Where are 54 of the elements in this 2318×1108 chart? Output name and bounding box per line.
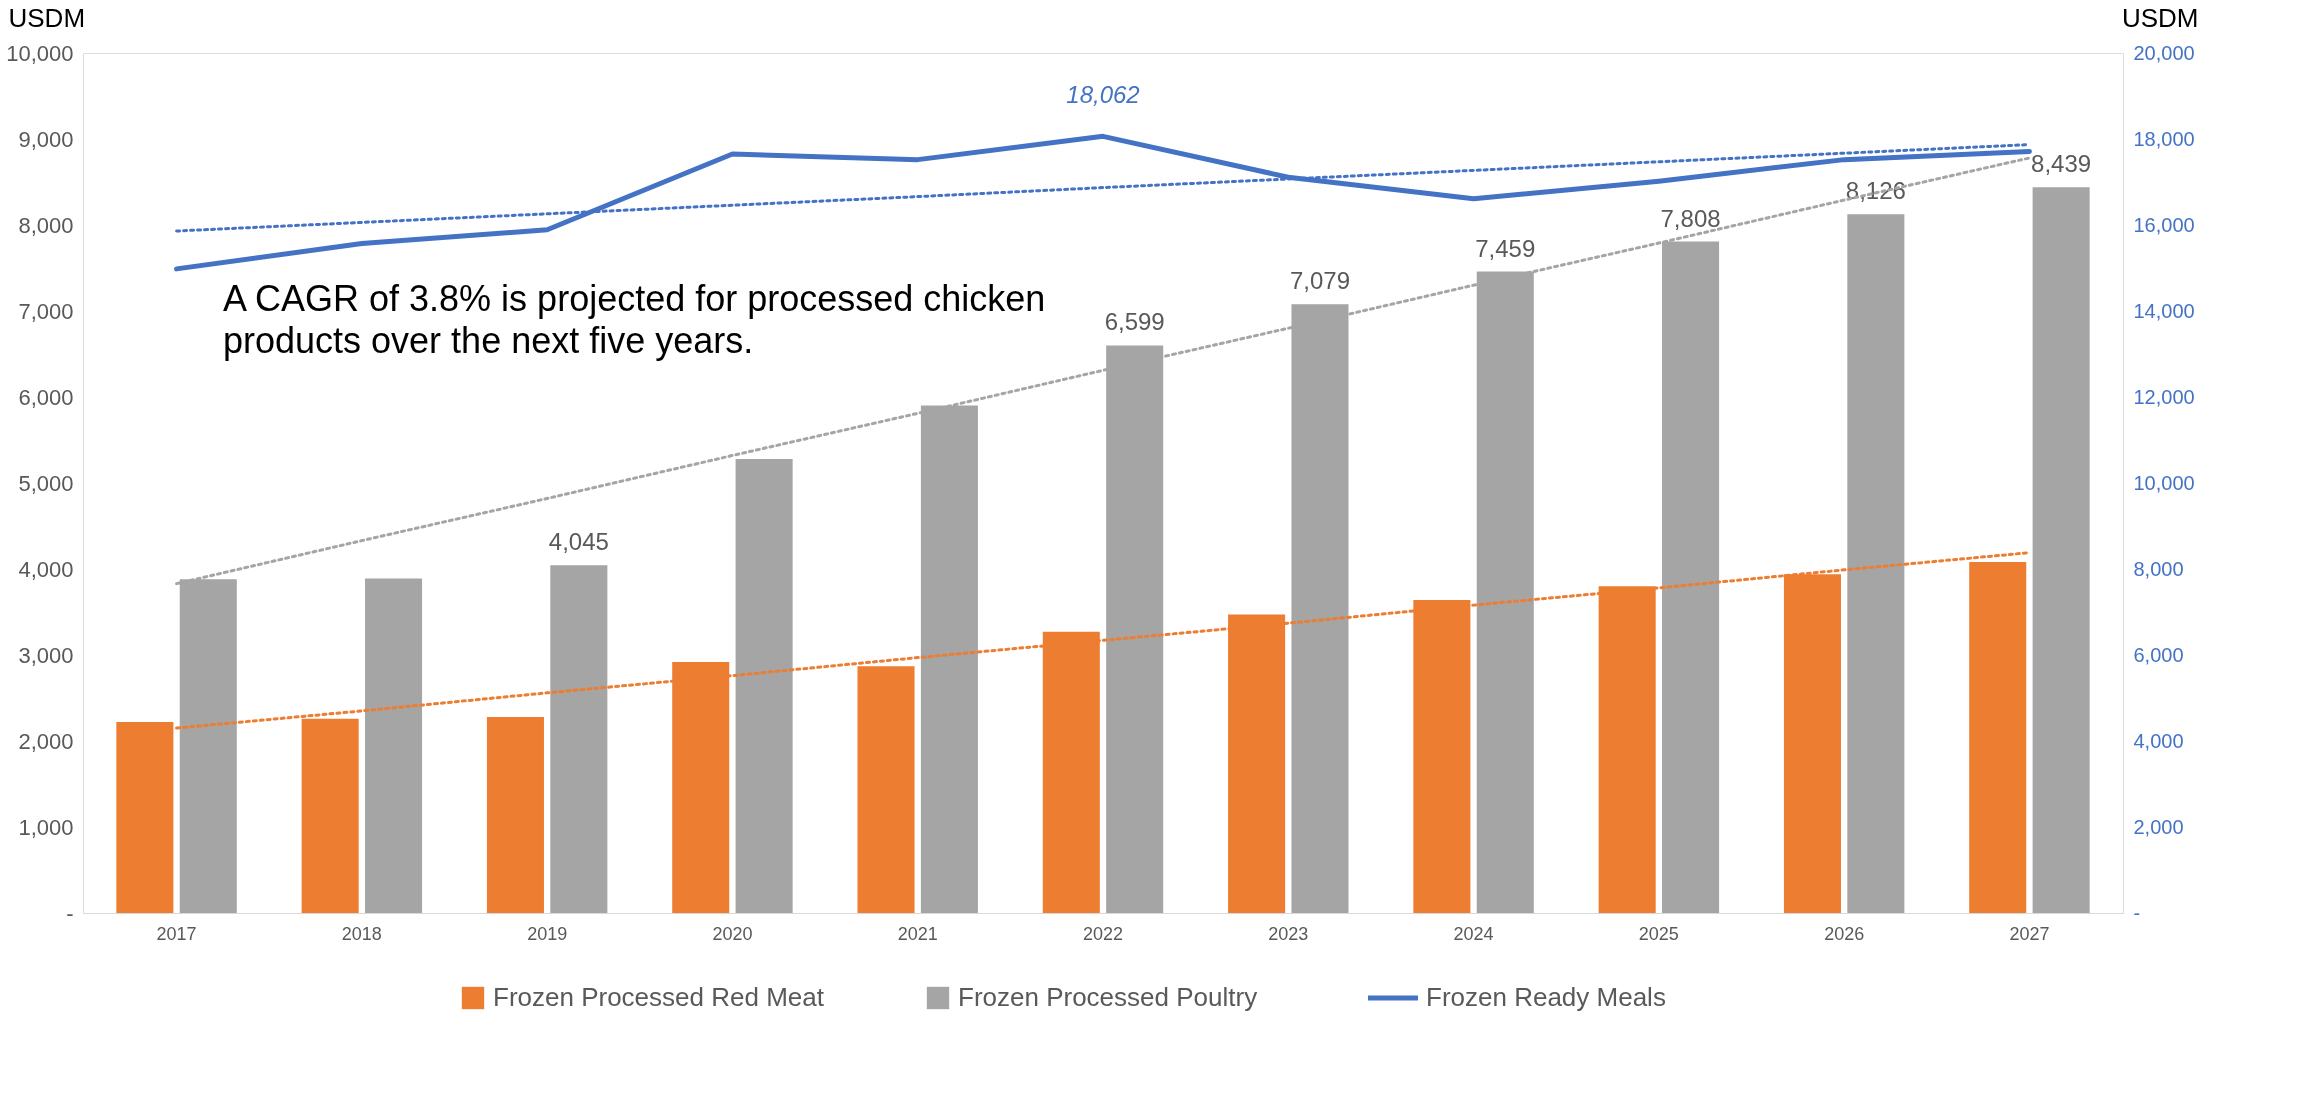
y-tick-label: 3,000 [18, 642, 74, 668]
x-tick-label: 2020 [712, 923, 753, 944]
y-tick-label: 6,000 [18, 384, 74, 410]
y-tick-label: 10,000 [6, 40, 74, 66]
y2-tick-label: 10,000 [2133, 471, 2195, 494]
data-label: 6,599 [1104, 308, 1165, 336]
bar [116, 722, 174, 913]
y-axis-title: USDM [8, 2, 86, 33]
legend-label: Frozen Processed Poultry [958, 982, 1258, 1012]
legend-label: Frozen Ready Meals [1426, 982, 1666, 1012]
annotation: A CAGR of 3.8% is projected for processed chicken products over the next five years. [223, 278, 1046, 361]
x-tick-label: 2019 [527, 923, 568, 944]
y-tick-label: 4,000 [18, 556, 74, 582]
x-tick-label: 2017 [156, 923, 197, 944]
y2-tick-label: 16,000 [2133, 213, 2195, 236]
data-label: 7,079 [1289, 267, 1351, 295]
y-tick-label: 1,000 [18, 814, 74, 840]
y2-tick-label: 8,000 [2133, 557, 2184, 580]
y2-tick-label: 2,000 [2133, 815, 2184, 838]
bar [1847, 214, 1905, 913]
y-tick-label: 8,000 [18, 212, 74, 238]
x-tick-label: 2018 [341, 923, 382, 944]
y-tick-label: 7,000 [18, 298, 74, 324]
legend-label: Frozen Processed Red Meat [493, 982, 825, 1012]
y-tick-label: 2,000 [18, 728, 74, 754]
y2-axis-title: USDM [2121, 2, 2199, 33]
y2-tick-label: 4,000 [2133, 729, 2184, 752]
data-label: 18,062 [1066, 81, 1140, 109]
y2-tick-label: - [2133, 901, 2141, 924]
bar [735, 458, 793, 913]
bar [2032, 187, 2090, 913]
y-tick-label: 5,000 [18, 470, 74, 496]
x-tick-label: 2025 [1638, 923, 1679, 944]
y2-tick-label: 6,000 [2133, 643, 2184, 666]
y2-tick-label: 18,000 [2133, 127, 2195, 150]
y2-tick-label: 20,000 [2133, 41, 2195, 64]
bar [1969, 562, 2027, 913]
y-tick-label: - [66, 900, 74, 926]
data-label: 7,459 [1475, 234, 1536, 262]
bar [365, 578, 423, 913]
x-tick-label: 2027 [2009, 923, 2050, 944]
x-tick-label: 2026 [1824, 923, 1865, 944]
x-tick-label: 2023 [1268, 923, 1309, 944]
bar [486, 716, 544, 913]
data-label: 8,439 [2031, 150, 2092, 178]
y2-tick-label: 12,000 [2133, 385, 2195, 408]
data-label: 7,808 [1660, 204, 1721, 232]
bar [550, 565, 608, 913]
data-label: 4,045 [548, 528, 609, 556]
y2-tick-label: 14,000 [2133, 299, 2195, 322]
x-tick-label: 2022 [1082, 923, 1124, 944]
y-tick-label: 9,000 [18, 126, 74, 152]
x-tick-label: 2024 [1453, 923, 1494, 944]
x-tick-label: 2021 [897, 923, 938, 944]
